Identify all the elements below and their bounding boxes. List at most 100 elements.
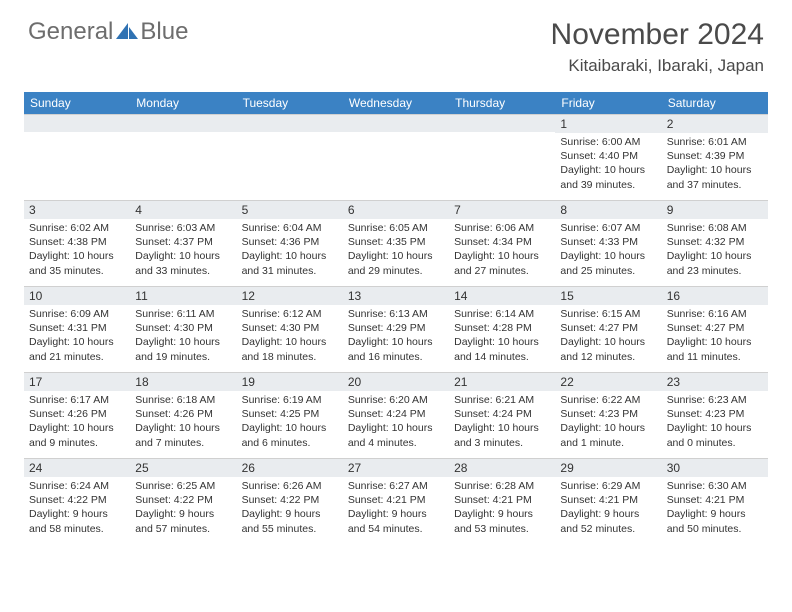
daylight-line: Daylight: 10 hours and 27 minutes. [454,249,550,277]
daylight-line: Daylight: 9 hours and 50 minutes. [667,507,763,535]
sunrise-line: Sunrise: 6:01 AM [667,135,763,149]
cell-body: Sunrise: 6:29 AMSunset: 4:21 PMDaylight:… [555,477,661,540]
day-number: 20 [343,372,449,391]
sunrise-line: Sunrise: 6:02 AM [29,221,125,235]
day-number: 14 [449,286,555,305]
sunrise-line: Sunrise: 6:24 AM [29,479,125,493]
calendar-cell: 23Sunrise: 6:23 AMSunset: 4:23 PMDayligh… [662,372,768,458]
day-header: Wednesday [343,92,449,114]
sunrise-line: Sunrise: 6:30 AM [667,479,763,493]
sunset-line: Sunset: 4:38 PM [29,235,125,249]
calendar-cell: 17Sunrise: 6:17 AMSunset: 4:26 PMDayligh… [24,372,130,458]
day-number: 5 [237,200,343,219]
sunrise-line: Sunrise: 6:17 AM [29,393,125,407]
sunrise-line: Sunrise: 6:18 AM [135,393,231,407]
cell-body: Sunrise: 6:23 AMSunset: 4:23 PMDaylight:… [662,391,768,454]
cell-body: Sunrise: 6:27 AMSunset: 4:21 PMDaylight:… [343,477,449,540]
cell-body: Sunrise: 6:05 AMSunset: 4:35 PMDaylight:… [343,219,449,282]
calendar-cell: 5Sunrise: 6:04 AMSunset: 4:36 PMDaylight… [237,200,343,286]
calendar-cell [130,114,236,200]
day-header: Saturday [662,92,768,114]
calendar-cell: 22Sunrise: 6:22 AMSunset: 4:23 PMDayligh… [555,372,661,458]
sunset-line: Sunset: 4:21 PM [667,493,763,507]
daylight-line: Daylight: 9 hours and 57 minutes. [135,507,231,535]
sunrise-line: Sunrise: 6:29 AM [560,479,656,493]
daylight-line: Daylight: 10 hours and 37 minutes. [667,163,763,191]
day-header: Thursday [449,92,555,114]
cell-body: Sunrise: 6:22 AMSunset: 4:23 PMDaylight:… [555,391,661,454]
sunset-line: Sunset: 4:32 PM [667,235,763,249]
sunrise-line: Sunrise: 6:16 AM [667,307,763,321]
sunset-line: Sunset: 4:22 PM [242,493,338,507]
daylight-line: Daylight: 10 hours and 18 minutes. [242,335,338,363]
sunset-line: Sunset: 4:21 PM [348,493,444,507]
calendar-cell [237,114,343,200]
daylight-line: Daylight: 10 hours and 11 minutes. [667,335,763,363]
calendar-week-row: 10Sunrise: 6:09 AMSunset: 4:31 PMDayligh… [24,286,768,372]
sunrise-line: Sunrise: 6:11 AM [135,307,231,321]
calendar-cell: 20Sunrise: 6:20 AMSunset: 4:24 PMDayligh… [343,372,449,458]
cell-body: Sunrise: 6:04 AMSunset: 4:36 PMDaylight:… [237,219,343,282]
daylight-line: Daylight: 10 hours and 31 minutes. [242,249,338,277]
calendar-cell: 13Sunrise: 6:13 AMSunset: 4:29 PMDayligh… [343,286,449,372]
daylight-line: Daylight: 10 hours and 33 minutes. [135,249,231,277]
day-number [343,114,449,132]
cell-body: Sunrise: 6:17 AMSunset: 4:26 PMDaylight:… [24,391,130,454]
sunset-line: Sunset: 4:24 PM [348,407,444,421]
daylight-line: Daylight: 10 hours and 25 minutes. [560,249,656,277]
day-number: 22 [555,372,661,391]
daylight-line: Daylight: 10 hours and 23 minutes. [667,249,763,277]
sunrise-line: Sunrise: 6:23 AM [667,393,763,407]
day-header: Tuesday [237,92,343,114]
sunset-line: Sunset: 4:36 PM [242,235,338,249]
day-number: 23 [662,372,768,391]
sunset-line: Sunset: 4:37 PM [135,235,231,249]
sunset-line: Sunset: 4:31 PM [29,321,125,335]
cell-body: Sunrise: 6:08 AMSunset: 4:32 PMDaylight:… [662,219,768,282]
calendar-cell: 19Sunrise: 6:19 AMSunset: 4:25 PMDayligh… [237,372,343,458]
daylight-line: Daylight: 9 hours and 54 minutes. [348,507,444,535]
calendar-cell: 12Sunrise: 6:12 AMSunset: 4:30 PMDayligh… [237,286,343,372]
cell-body: Sunrise: 6:16 AMSunset: 4:27 PMDaylight:… [662,305,768,368]
calendar-cell [24,114,130,200]
logo-text-1: General [28,18,113,46]
calendar-week-row: 24Sunrise: 6:24 AMSunset: 4:22 PMDayligh… [24,458,768,544]
cell-body: Sunrise: 6:24 AMSunset: 4:22 PMDaylight:… [24,477,130,540]
day-number: 27 [343,458,449,477]
sunrise-line: Sunrise: 6:07 AM [560,221,656,235]
cell-body: Sunrise: 6:11 AMSunset: 4:30 PMDaylight:… [130,305,236,368]
cell-body: Sunrise: 6:12 AMSunset: 4:30 PMDaylight:… [237,305,343,368]
sunset-line: Sunset: 4:35 PM [348,235,444,249]
calendar-cell [343,114,449,200]
cell-body: Sunrise: 6:20 AMSunset: 4:24 PMDaylight:… [343,391,449,454]
daylight-line: Daylight: 10 hours and 16 minutes. [348,335,444,363]
calendar-table: SundayMondayTuesdayWednesdayThursdayFrid… [24,92,768,544]
calendar-cell: 25Sunrise: 6:25 AMSunset: 4:22 PMDayligh… [130,458,236,544]
sunrise-line: Sunrise: 6:06 AM [454,221,550,235]
sunset-line: Sunset: 4:26 PM [135,407,231,421]
day-number: 13 [343,286,449,305]
day-number: 1 [555,114,661,133]
day-number: 15 [555,286,661,305]
calendar-cell: 2Sunrise: 6:01 AMSunset: 4:39 PMDaylight… [662,114,768,200]
daylight-line: Daylight: 10 hours and 3 minutes. [454,421,550,449]
calendar-week-row: 3Sunrise: 6:02 AMSunset: 4:38 PMDaylight… [24,200,768,286]
sunset-line: Sunset: 4:39 PM [667,149,763,163]
cell-body: Sunrise: 6:26 AMSunset: 4:22 PMDaylight:… [237,477,343,540]
cell-body: Sunrise: 6:19 AMSunset: 4:25 PMDaylight:… [237,391,343,454]
day-number: 19 [237,372,343,391]
day-number: 7 [449,200,555,219]
day-header: Monday [130,92,236,114]
daylight-line: Daylight: 9 hours and 58 minutes. [29,507,125,535]
cell-body: Sunrise: 6:09 AMSunset: 4:31 PMDaylight:… [24,305,130,368]
sunrise-line: Sunrise: 6:19 AM [242,393,338,407]
sunrise-line: Sunrise: 6:12 AM [242,307,338,321]
sunrise-line: Sunrise: 6:15 AM [560,307,656,321]
calendar-cell: 3Sunrise: 6:02 AMSunset: 4:38 PMDaylight… [24,200,130,286]
day-number: 11 [130,286,236,305]
calendar-cell: 30Sunrise: 6:30 AMSunset: 4:21 PMDayligh… [662,458,768,544]
calendar-cell: 26Sunrise: 6:26 AMSunset: 4:22 PMDayligh… [237,458,343,544]
day-header: Friday [555,92,661,114]
day-number: 17 [24,372,130,391]
calendar-cell: 29Sunrise: 6:29 AMSunset: 4:21 PMDayligh… [555,458,661,544]
